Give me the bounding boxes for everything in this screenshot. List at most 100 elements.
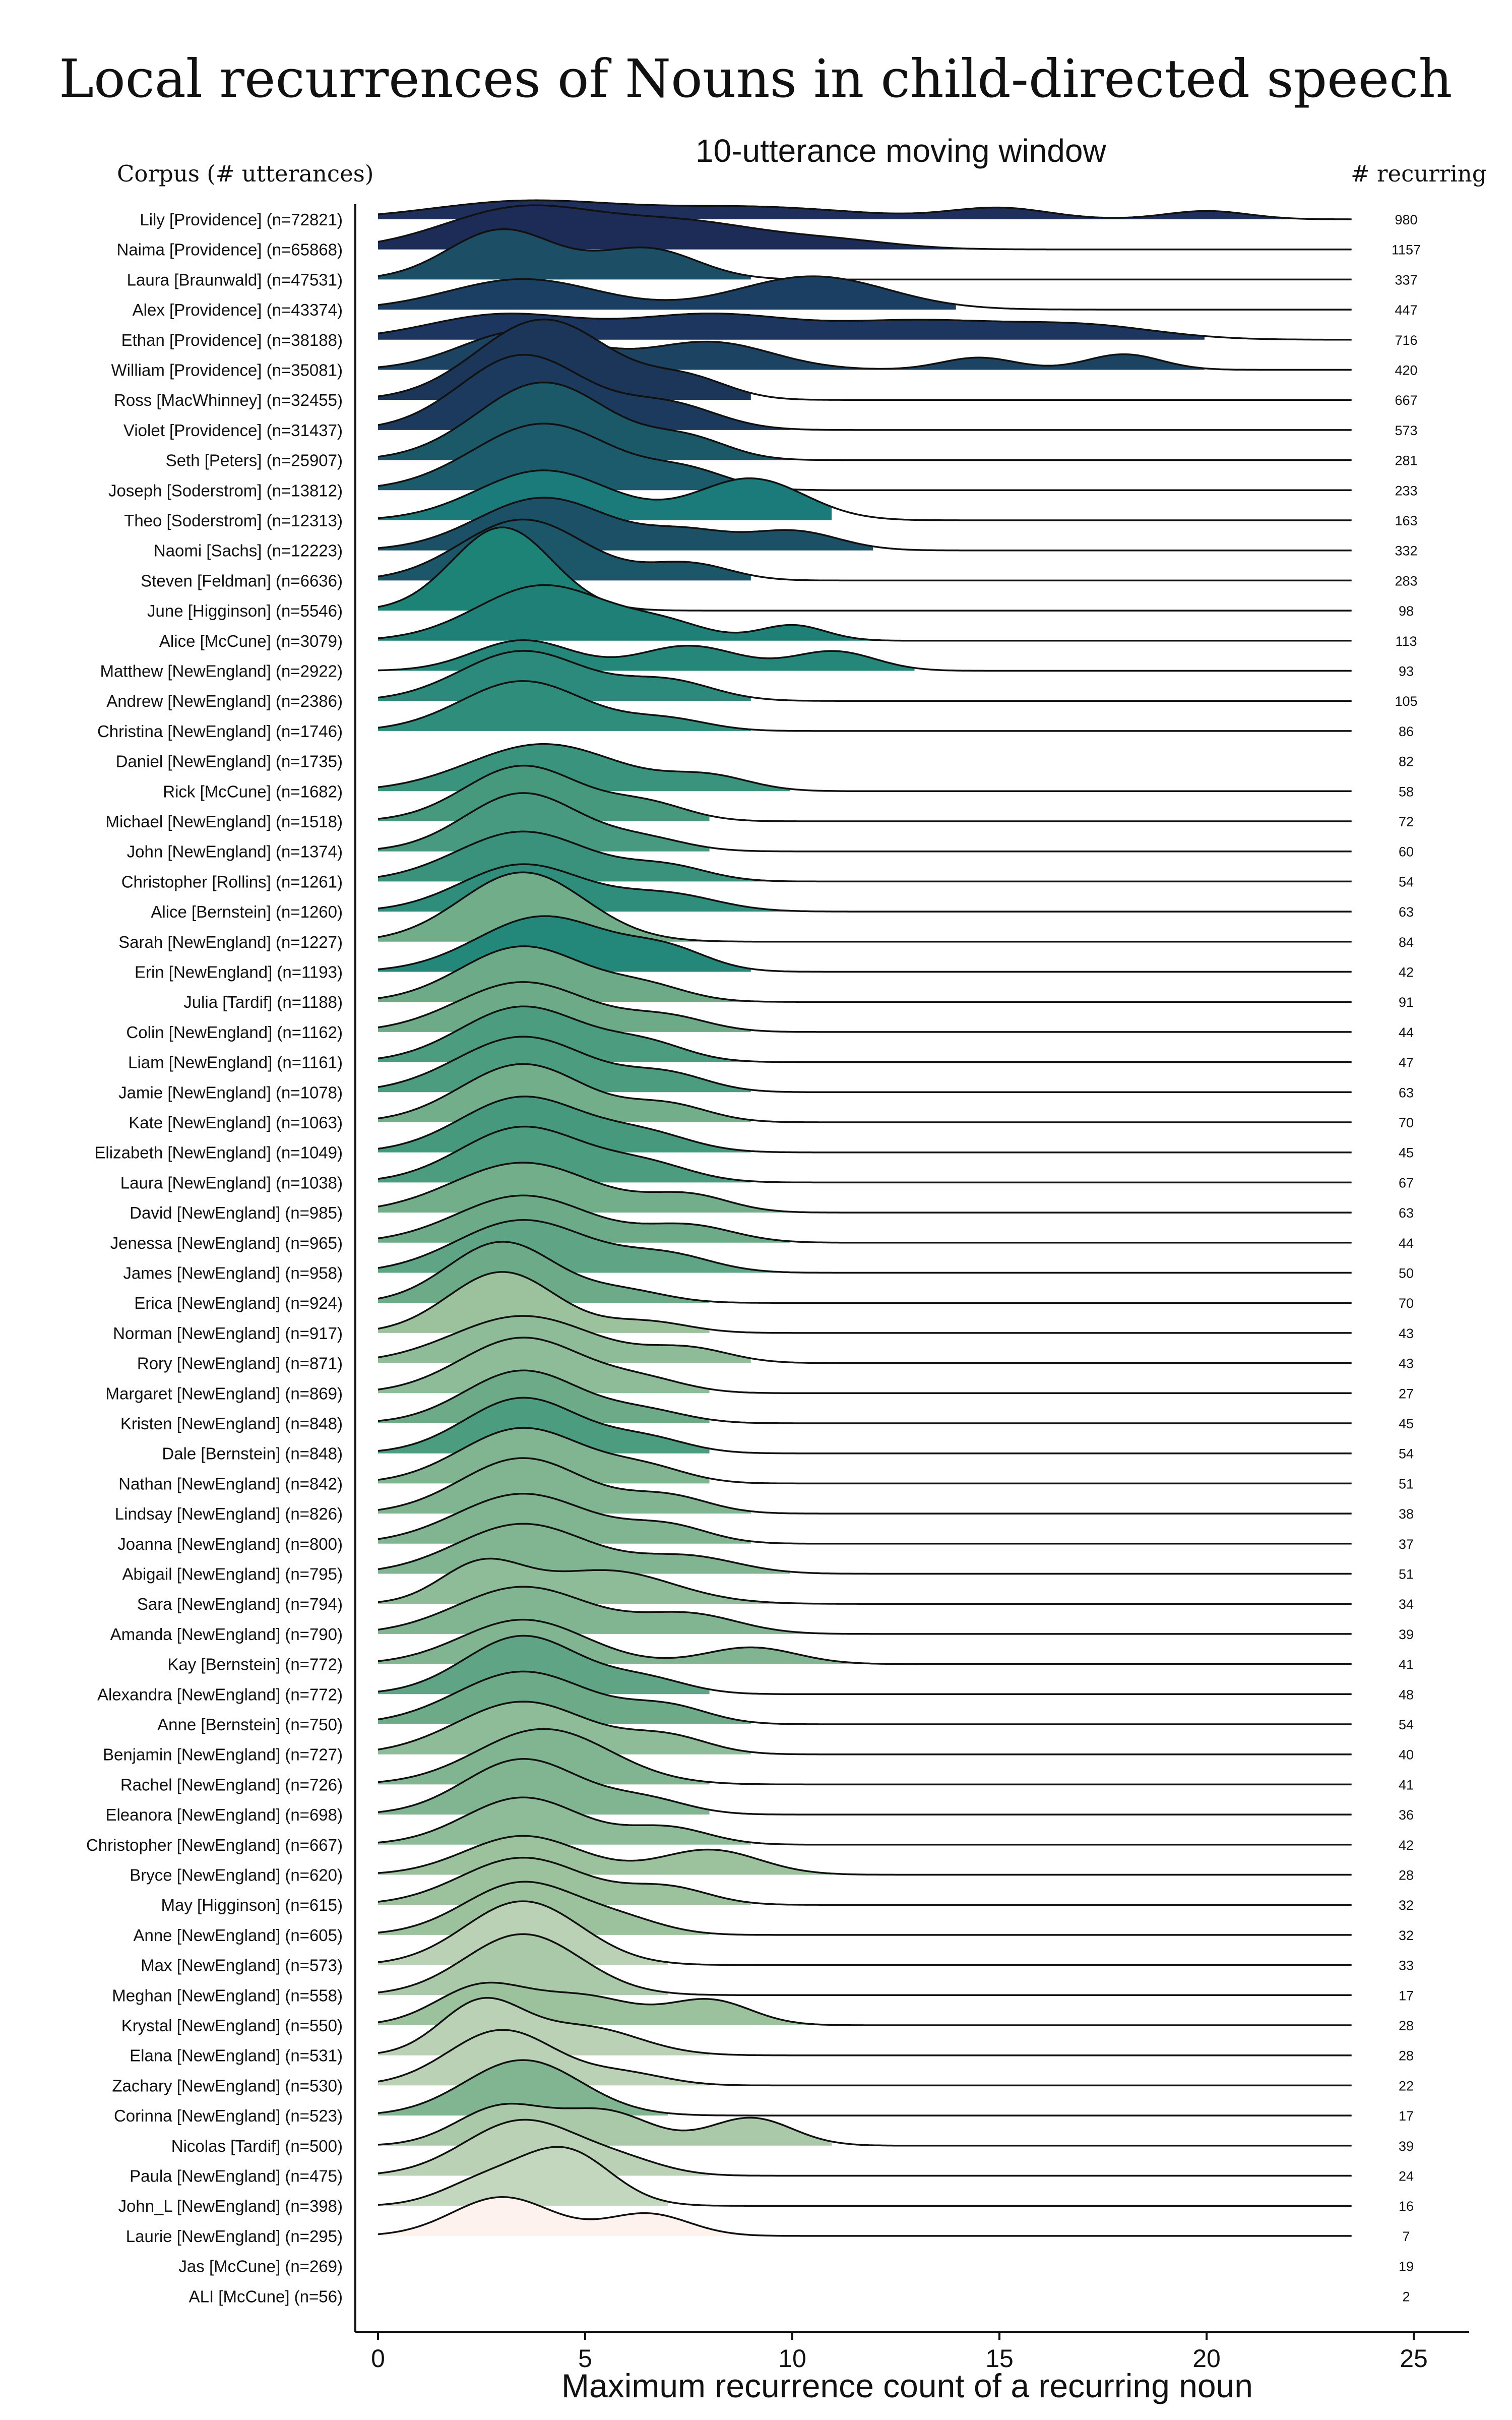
x-tick-label: 10 <box>778 2344 806 2373</box>
recurring-count: 44 <box>1399 1236 1414 1251</box>
recurring-count: 2 <box>1402 2289 1410 2304</box>
recurring-count: 91 <box>1399 995 1414 1010</box>
ridge-line <box>377 1427 1352 1485</box>
x-tick-label: 5 <box>578 2344 592 2373</box>
recurring-count: 1157 <box>1392 243 1421 258</box>
ridge-line <box>377 275 1352 311</box>
ridge-line <box>377 830 1352 883</box>
row-label: Krystal [NewEngland] (n=550) <box>121 2016 343 2035</box>
recurring-count: 60 <box>1399 844 1414 860</box>
row-label: Zachary [NewEngland] (n=530) <box>112 2076 343 2095</box>
recurring-count: 447 <box>1395 302 1417 318</box>
ridge-line <box>377 1900 1352 1966</box>
ridge-line <box>377 1162 1352 1214</box>
row-label: Alice [McCune] (n=3079) <box>159 632 343 650</box>
recurring-count: 337 <box>1395 272 1417 287</box>
recurring-count: 980 <box>1395 212 1417 227</box>
ridge-line <box>377 422 1352 492</box>
ridge-area <box>378 1458 751 1514</box>
ridge-line <box>377 915 1352 973</box>
ridge-area <box>378 793 710 852</box>
x-tick-label: 15 <box>985 2344 1014 2373</box>
ridge-area <box>378 585 873 641</box>
ridge-area <box>378 765 710 821</box>
ridge-area <box>378 681 751 731</box>
recurring-count: 45 <box>1399 1416 1414 1431</box>
ridge-line <box>377 863 1352 913</box>
ridge-line <box>377 526 1352 612</box>
recurring-count: 32 <box>1399 1898 1414 1913</box>
recurring-count: 420 <box>1395 363 1417 378</box>
row-label: Seth [Peters] (n=25907) <box>166 451 343 470</box>
row-label: Daniel [NewEngland] (n=1735) <box>116 752 343 771</box>
ridge-area <box>378 424 790 491</box>
ridge-line <box>377 1881 1352 1936</box>
ridge-line <box>377 1219 1352 1274</box>
row-label: Colin [NewEngland] (n=1162) <box>126 1023 343 1042</box>
recurring-count: 38 <box>1399 1506 1414 1522</box>
row-label: Kay [Bernstein] (n=772) <box>167 1655 343 1674</box>
row-label: Corinna [NewEngland] (n=523) <box>114 2106 343 2125</box>
ridge-area <box>378 1272 710 1333</box>
recurring-count: 34 <box>1399 1597 1414 1612</box>
row-labels-layer: Lily [Providence] (n=72821) Naima [Provid… <box>86 210 343 2306</box>
row-label: Laura [NewEngland] (n=1038) <box>120 1173 343 1192</box>
row-label: Alex [Providence] (n=43374) <box>133 300 343 319</box>
ridge-area <box>378 1671 751 1724</box>
recurring-count: 51 <box>1399 1567 1414 1582</box>
row-label: Kate [NewEngland] (n=1063) <box>129 1113 343 1132</box>
ridge-line <box>377 1457 1352 1515</box>
row-label: Ethan [Providence] (n=38188) <box>121 331 343 349</box>
ridge-line <box>377 584 1352 642</box>
recurring-count: 573 <box>1395 423 1417 438</box>
ridge-area <box>378 1398 710 1454</box>
recurring-count: 44 <box>1399 1025 1414 1040</box>
row-label: Max [NewEngland] (n=573) <box>141 1956 343 1975</box>
row-label: Julia [Tardif] (n=1188) <box>183 993 343 1011</box>
row-label: Ross [MacWhinney] (n=32455) <box>114 391 343 409</box>
ridge-area <box>378 1729 710 1785</box>
ridge-area <box>378 1428 710 1484</box>
recurring-count: 33 <box>1399 1958 1414 1973</box>
row-label: Violet [Providence] (n=31437) <box>123 421 343 440</box>
recurring-count: 42 <box>1399 1838 1414 1853</box>
ridge-line <box>377 2102 1352 2147</box>
ridge-line <box>377 2196 1352 2237</box>
ridge-line <box>377 1728 1352 1786</box>
row-label: James [NewEngland] (n=958) <box>123 1264 343 1283</box>
ridge-area <box>378 470 832 520</box>
recurring-count: 281 <box>1395 453 1417 468</box>
row-label: Margaret [NewEngland] (n=869) <box>105 1384 343 1403</box>
ridge-area <box>378 651 751 701</box>
ridge-line <box>377 518 1352 582</box>
ridge-line <box>377 639 1352 672</box>
row-label: Joseph [Soderstrom] (n=13812) <box>108 481 343 500</box>
ridge-line <box>377 2146 1352 2207</box>
x-tick-label: 20 <box>1192 2344 1221 2373</box>
ridge-line <box>377 1271 1352 1334</box>
ridge-line <box>377 1397 1352 1455</box>
ridge-line <box>377 1835 1352 1876</box>
recurring-count: 40 <box>1399 1747 1414 1763</box>
row-label: Lindsay [NewEngland] (n=826) <box>115 1504 343 1523</box>
ridge-area <box>378 831 790 882</box>
row-label: June [Higginson] (n=5546) <box>147 601 343 620</box>
ridge-area <box>378 276 956 310</box>
row-label: Michael [NewEngland] (n=1518) <box>105 812 343 831</box>
recurring-count: 24 <box>1399 2169 1414 2184</box>
ridge-line <box>377 497 1352 552</box>
recurring-count: 28 <box>1399 1868 1414 1883</box>
recurring-count: 113 <box>1395 634 1417 649</box>
ridge-line <box>377 1758 1352 1816</box>
ridge-line <box>377 1194 1352 1244</box>
ridge-line <box>377 1586 1352 1635</box>
ridge-area <box>378 1998 710 2055</box>
ridges-layer <box>377 199 1352 2237</box>
chart-title: Local recurrences of Nouns in child-dire… <box>59 48 1453 109</box>
row-label: May [Higginson] (n=615) <box>161 1896 343 1914</box>
ridge-line <box>377 1369 1352 1424</box>
ridge-area <box>378 1493 751 1544</box>
recurring-count: 70 <box>1399 1115 1414 1130</box>
ridge-line <box>377 381 1352 461</box>
